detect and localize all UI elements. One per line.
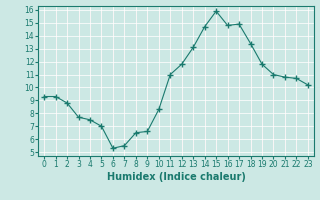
X-axis label: Humidex (Indice chaleur): Humidex (Indice chaleur): [107, 172, 245, 182]
